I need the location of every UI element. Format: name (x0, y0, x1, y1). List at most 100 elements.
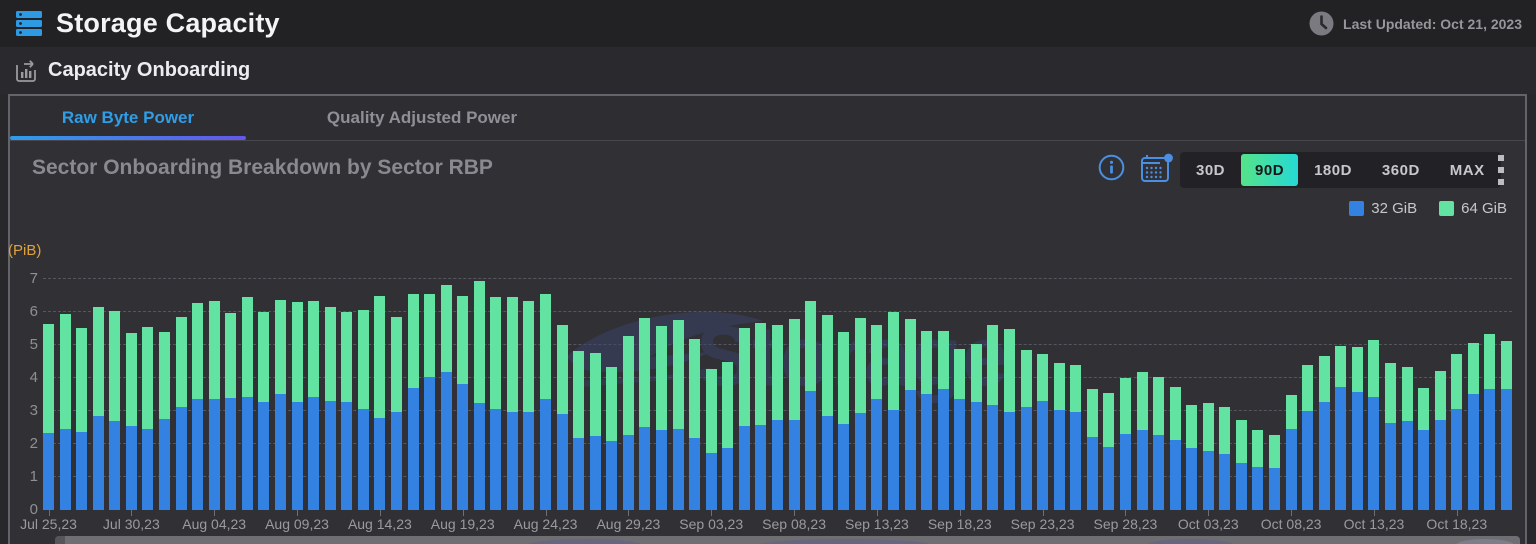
bar (672, 279, 684, 510)
bar (490, 279, 502, 510)
bar (821, 279, 833, 510)
bar (1235, 279, 1247, 510)
tab-label: Quality Adjusted Power (326, 108, 518, 127)
section-title: Capacity Onboarding (48, 59, 251, 81)
bar (904, 279, 916, 510)
bar (1401, 279, 1413, 510)
bar (1020, 279, 1032, 510)
bar (158, 279, 170, 510)
range-30d[interactable]: 30D (1182, 154, 1239, 186)
datazoom-left-handle[interactable] (55, 536, 65, 544)
tab-label: Raw Byte Power (61, 108, 195, 127)
bar (772, 279, 783, 510)
bar (92, 279, 104, 510)
section-header: Capacity Onboarding (0, 47, 1536, 94)
bar (506, 279, 518, 510)
y-axis-name: (PiB) (8, 242, 42, 259)
bar (921, 279, 933, 510)
bar (805, 279, 817, 510)
bar (540, 279, 552, 510)
tab-raw-byte-power[interactable]: Raw Byte Power (10, 96, 246, 140)
bar (357, 279, 369, 510)
bar (125, 279, 137, 510)
tab-bar: Raw Byte Power Quality Adjusted Power (10, 96, 1525, 141)
time-range-selector: 30D 90D 180D 360D MAX (1180, 152, 1501, 188)
bar (241, 279, 253, 510)
bar (622, 279, 634, 510)
bar (987, 279, 999, 510)
bar (556, 279, 568, 510)
info-icon[interactable] (1098, 154, 1125, 181)
bar (308, 279, 320, 510)
bar (109, 279, 121, 510)
bar (788, 279, 800, 510)
bar (722, 279, 734, 510)
bar (1153, 279, 1165, 510)
range-180d[interactable]: 180D (1300, 154, 1366, 186)
calendar-icon[interactable] (1140, 153, 1174, 183)
bar (1186, 279, 1198, 510)
legend: 32 GiB 64 GiB (1349, 200, 1507, 217)
bar (689, 279, 701, 510)
bar (755, 279, 767, 510)
bar (656, 279, 668, 510)
bar (1285, 279, 1297, 510)
bar (838, 279, 850, 510)
bar (59, 279, 71, 510)
bar (291, 279, 303, 510)
bar (390, 279, 402, 510)
bar (1086, 279, 1098, 510)
bar (1202, 279, 1214, 510)
range-max[interactable]: MAX (1436, 154, 1499, 186)
bar (573, 279, 585, 510)
kebab-menu-icon[interactable] (1496, 155, 1506, 185)
bar (175, 279, 187, 510)
bar (457, 279, 469, 510)
bar (887, 279, 899, 510)
bar-chart-arrow-icon (16, 59, 36, 82)
storage-stack-icon (16, 10, 42, 36)
bar (1318, 279, 1330, 510)
bar (374, 279, 386, 510)
bar (639, 279, 651, 510)
bar (954, 279, 966, 510)
bar (1418, 279, 1430, 510)
bar (76, 279, 88, 510)
bar (43, 279, 54, 510)
active-tab-underline (10, 136, 246, 140)
bar (1302, 279, 1314, 510)
bar (192, 279, 204, 510)
page-title: Storage Capacity (56, 8, 280, 38)
bar (1103, 279, 1115, 510)
bar (1037, 279, 1049, 510)
bar (1368, 279, 1380, 510)
bar (324, 279, 336, 510)
bar (854, 279, 866, 510)
range-90d[interactable]: 90D (1241, 154, 1299, 186)
bar (1451, 279, 1463, 510)
bar (1070, 279, 1082, 510)
datazoom-slider[interactable] (55, 536, 1520, 544)
bar (1351, 279, 1363, 510)
chart-card: Raw Byte Power Quality Adjusted Power Se… (8, 94, 1527, 544)
bar (473, 279, 485, 510)
legend-swatch-32gib (1349, 201, 1365, 216)
bar (1385, 279, 1397, 510)
tab-quality-adjusted-power[interactable]: Quality Adjusted Power (246, 96, 598, 140)
bar (1484, 279, 1496, 510)
legend-item-32gib[interactable]: 32 GiB (1349, 200, 1417, 217)
legend-label: 32 GiB (1371, 200, 1418, 217)
legend-item-64gib[interactable]: 64 GiB (1439, 200, 1507, 217)
last-updated: Last Updated: Oct 21, 2023 (1309, 0, 1522, 47)
bar (606, 279, 618, 510)
bar (341, 279, 353, 510)
bar (208, 279, 220, 510)
bar (738, 279, 750, 510)
bar-chart-plot: Storage (43, 278, 1512, 510)
watermark: Storage (558, 297, 1078, 408)
bar (589, 279, 601, 510)
bar (225, 279, 237, 510)
last-updated-text: Last Updated: Oct 21, 2023 (1343, 15, 1522, 32)
range-360d[interactable]: 360D (1368, 154, 1434, 186)
bar (1136, 279, 1148, 510)
